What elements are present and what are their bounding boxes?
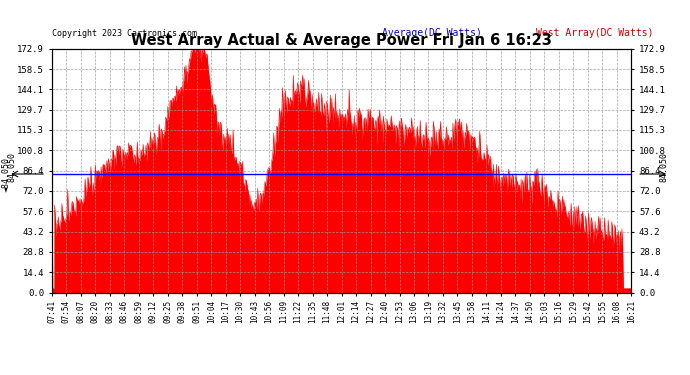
Text: Average(DC Watts): Average(DC Watts) [382, 28, 482, 38]
Text: Copyright 2023 Cartronics.com: Copyright 2023 Cartronics.com [52, 29, 197, 38]
Text: 84.050: 84.050 [660, 152, 669, 182]
Text: 84.050: 84.050 [8, 152, 17, 182]
Text: ◄84.050: ◄84.050 [2, 156, 11, 192]
Text: West Array(DC Watts): West Array(DC Watts) [535, 28, 653, 38]
Title: West Array Actual & Average Power Fri Jan 6 16:23: West Array Actual & Average Power Fri Ja… [131, 33, 552, 48]
